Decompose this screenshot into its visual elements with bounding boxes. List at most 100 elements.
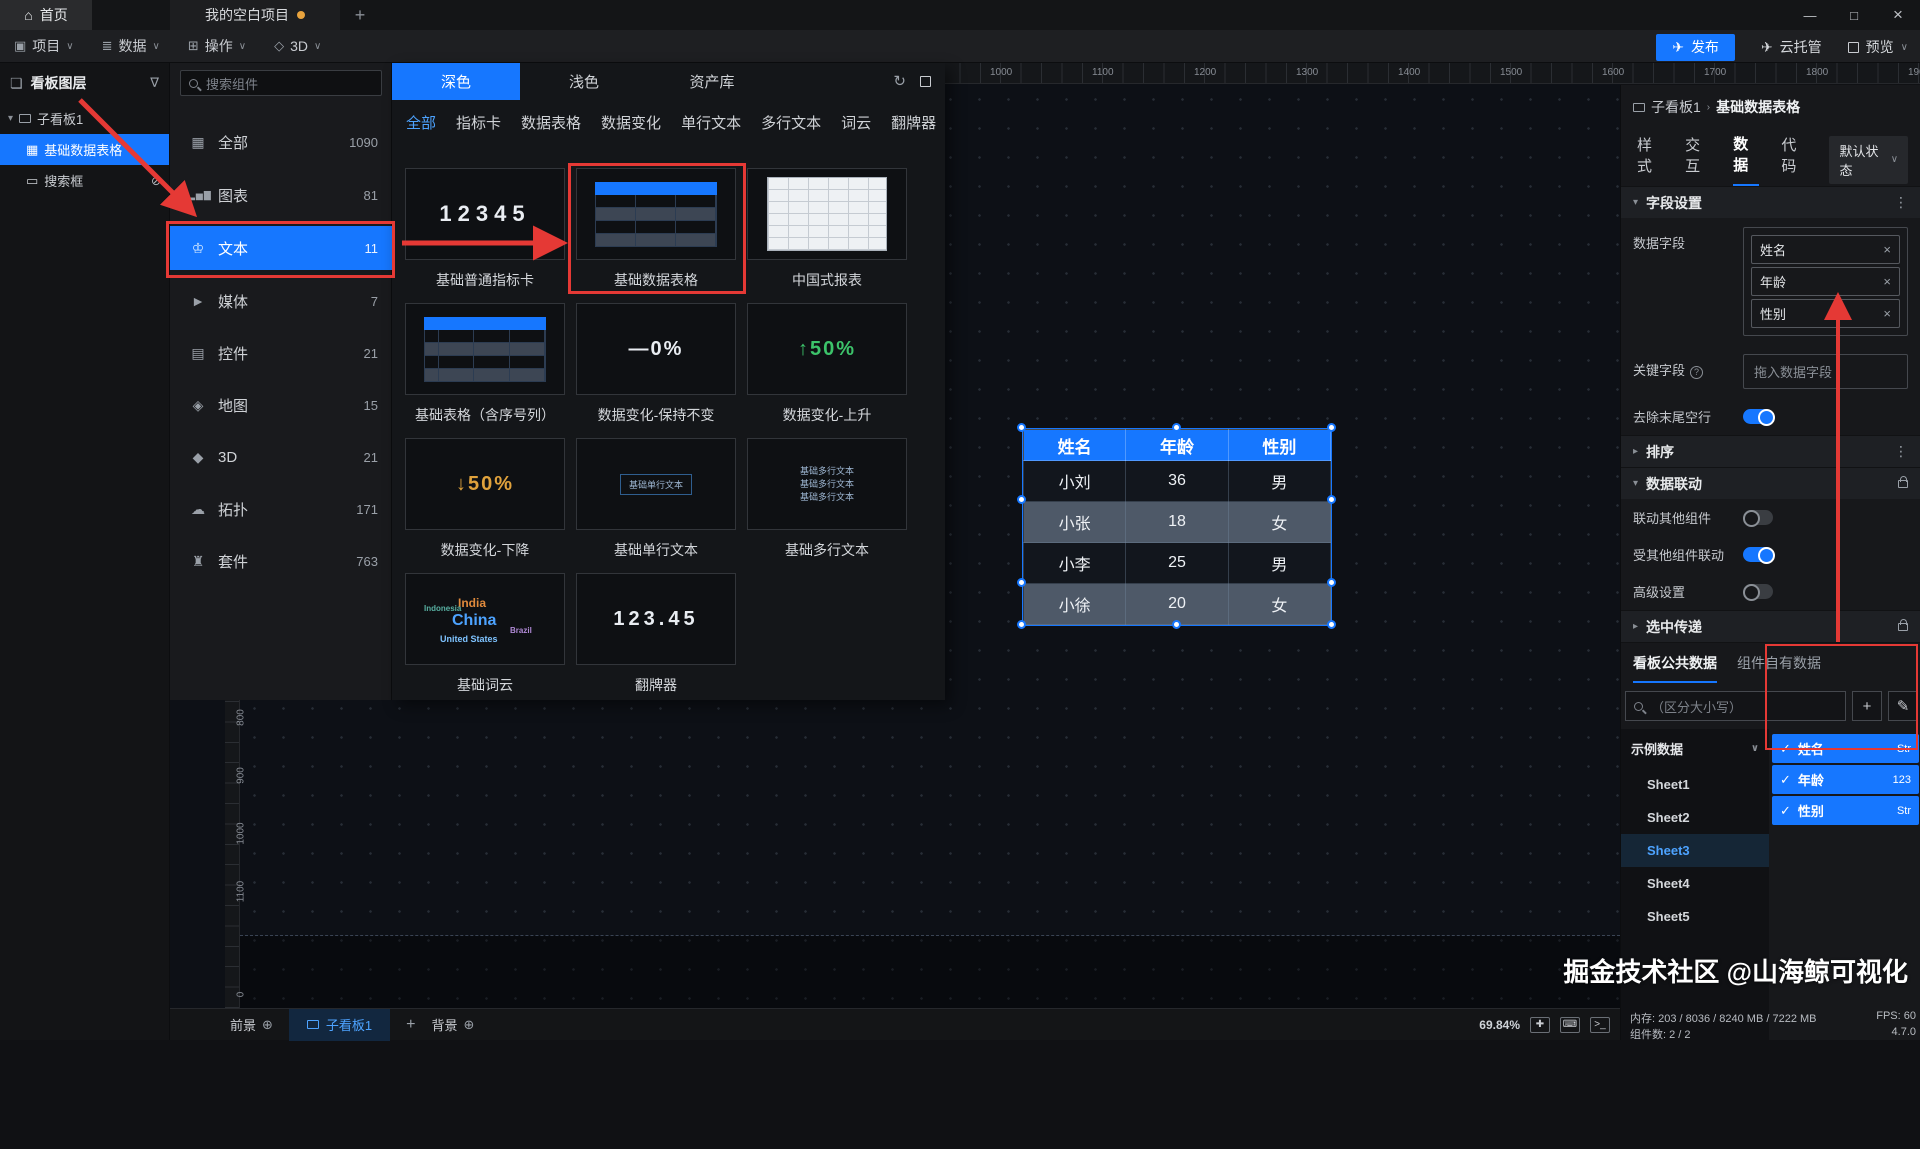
category-text[interactable]: ♔ 文本 11 bbox=[170, 226, 392, 270]
card-change-up[interactable]: ↑50% 数据变化-上升 bbox=[747, 303, 907, 425]
dataset-group[interactable]: 示例数据 ∨ bbox=[1631, 742, 1759, 757]
menu-data[interactable]: ≣ 数据 ∨ bbox=[101, 38, 160, 54]
sheet-item[interactable]: Sheet1 bbox=[1647, 777, 1690, 792]
selection-handle[interactable] bbox=[1017, 495, 1026, 504]
card-basic-data-table[interactable]: 基础数据表格 bbox=[576, 168, 736, 290]
category-controls[interactable]: ▤ 控件 21 bbox=[170, 331, 392, 375]
sheet-item[interactable]: Sheet2 bbox=[1647, 810, 1690, 825]
refresh-icon[interactable]: ↻ bbox=[893, 73, 906, 90]
basic-data-table-component[interactable]: 姓名 年龄 性别 小刘 36 男 小张 18 女 小李 25 男 小徐 20 女 bbox=[1022, 428, 1332, 626]
tab-dark-theme[interactable]: 深色 bbox=[392, 63, 520, 100]
publish-button[interactable]: ✈ 发布 bbox=[1656, 33, 1735, 61]
selection-handle[interactable] bbox=[1172, 620, 1181, 629]
card-change-flat[interactable]: —0% 数据变化-保持不变 bbox=[576, 303, 736, 425]
dataset-field[interactable]: ✓ 年龄 123 bbox=[1772, 765, 1919, 794]
add-circle-icon[interactable]: ⊕ bbox=[262, 1016, 273, 1032]
tab-component-own-data[interactable]: 组件自有数据 bbox=[1737, 655, 1821, 671]
selection-handle[interactable] bbox=[1327, 423, 1336, 432]
trim-toggle[interactable] bbox=[1743, 409, 1775, 426]
add-board-button[interactable]: + bbox=[406, 1015, 416, 1033]
lock-icon[interactable] bbox=[1898, 475, 1908, 488]
state-dropdown[interactable]: 默认状态 ∨ bbox=[1829, 135, 1909, 184]
tab-project[interactable]: 我的空白项目 bbox=[170, 0, 340, 30]
tab-board-public-data[interactable]: 看板公共数据 bbox=[1633, 653, 1717, 683]
preview-button[interactable]: 预览 ∨ bbox=[1847, 37, 1908, 57]
subtab-multi-line[interactable]: 多行文本 bbox=[761, 115, 822, 132]
section-sort[interactable]: ▸ 排序 ⋮ bbox=[1621, 435, 1920, 467]
tab-light-theme[interactable]: 浅色 bbox=[568, 74, 599, 91]
category-maps[interactable]: ◈ 地图 15 bbox=[170, 383, 392, 427]
terminal-icon[interactable]: >_ bbox=[1590, 1016, 1610, 1033]
category-all[interactable]: ▦ 全部 1090 bbox=[170, 120, 392, 164]
linked-by-others-toggle[interactable] bbox=[1743, 547, 1775, 564]
selection-handle[interactable] bbox=[1017, 578, 1026, 587]
dataset-search-input[interactable]: （区分大小写） bbox=[1625, 691, 1846, 721]
add-dataset-button[interactable]: + bbox=[1852, 691, 1882, 721]
kebab-menu-icon[interactable]: ⋮ bbox=[1894, 194, 1908, 210]
field-chip[interactable]: 性别 × bbox=[1751, 299, 1900, 328]
card-chinese-report[interactable]: 中国式报表 bbox=[747, 168, 907, 290]
component-search-input[interactable]: 搜索组件 bbox=[180, 70, 382, 96]
category-media[interactable]: ► 媒体 7 bbox=[170, 279, 392, 323]
category-topology[interactable]: ☁ 拓扑 171 bbox=[170, 487, 392, 531]
field-chip[interactable]: 姓名 × bbox=[1751, 235, 1900, 264]
selection-handle[interactable] bbox=[1017, 423, 1026, 432]
cloud-hosting-button[interactable]: ✈ 云托管 bbox=[1760, 38, 1822, 56]
tab-style[interactable]: 样式 bbox=[1637, 137, 1653, 175]
selection-handle[interactable] bbox=[1327, 620, 1336, 629]
section-field-settings[interactable]: ▾ 字段设置 ⋮ bbox=[1621, 186, 1920, 218]
expand-icon[interactable] bbox=[920, 75, 931, 87]
menu-3d[interactable]: ◇ 3D ∨ bbox=[274, 38, 322, 54]
card-change-down[interactable]: ↓50% 数据变化-下降 bbox=[405, 438, 565, 560]
subtab-data-table[interactable]: 数据表格 bbox=[521, 115, 582, 132]
layer-item-search-box[interactable]: ▭ 搜索框 ⊘ bbox=[26, 172, 161, 190]
menu-project[interactable]: ▣ 项目 ∨ bbox=[14, 38, 74, 54]
card-multi-line-text[interactable]: 基础多行文本 基础多行文本 基础多行文本 基础多行文本 bbox=[747, 438, 907, 560]
link-others-toggle[interactable] bbox=[1743, 510, 1773, 527]
add-circle-icon[interactable]: ⊕ bbox=[463, 1016, 475, 1032]
pan-icon[interactable]: ✚ bbox=[1530, 1016, 1550, 1033]
selection-handle[interactable] bbox=[1327, 495, 1336, 504]
kebab-menu-icon[interactable]: ⋮ bbox=[1894, 443, 1908, 459]
layer-item-basic-data-table[interactable]: ▦ 基础数据表格 bbox=[0, 134, 169, 165]
card-word-cloud[interactable]: China India United States Indonesia Braz… bbox=[405, 573, 565, 695]
key-field-dropzone[interactable]: 拖入数据字段 bbox=[1743, 354, 1908, 389]
subtab-flip-counter[interactable]: 翻牌器 bbox=[891, 115, 937, 132]
tree-group-subboard[interactable]: ▾ 子看板1 bbox=[8, 112, 84, 127]
subtab-word-cloud[interactable]: 词云 bbox=[841, 115, 872, 132]
sheet-item-active[interactable]: Sheet3 bbox=[1621, 834, 1769, 867]
section-data-linkage[interactable]: ▾ 数据联动 bbox=[1621, 467, 1920, 499]
subtab-data-change[interactable]: 数据变化 bbox=[601, 115, 662, 132]
tab-home[interactable]: ⌂ 首页 bbox=[0, 0, 92, 30]
keyboard-icon[interactable]: ⌨ bbox=[1560, 1016, 1580, 1033]
edit-dataset-button[interactable]: ✎ bbox=[1888, 691, 1918, 721]
card-basic-indicator[interactable]: 12345 基础普通指标卡 bbox=[405, 168, 565, 290]
remove-icon[interactable]: × bbox=[1883, 306, 1891, 321]
subtab-all[interactable]: 全部 bbox=[406, 115, 437, 132]
sheet-item[interactable]: Sheet4 bbox=[1647, 876, 1690, 891]
new-tab-button[interactable]: + bbox=[354, 4, 366, 25]
tab-asset-library[interactable]: 资产库 bbox=[689, 74, 735, 91]
field-chip[interactable]: 年龄 × bbox=[1751, 267, 1900, 296]
tab-interaction[interactable]: 交互 bbox=[1685, 137, 1701, 175]
dataset-field[interactable]: ✓ 姓名 Str bbox=[1772, 734, 1919, 763]
eye-off-icon[interactable]: ⊘ bbox=[150, 173, 161, 188]
remove-icon[interactable]: × bbox=[1883, 242, 1891, 257]
close-button[interactable]: × bbox=[1893, 5, 1903, 24]
minimize-button[interactable]: — bbox=[1803, 7, 1817, 23]
category-3d[interactable]: ◆ 3D 21 bbox=[170, 435, 392, 479]
board-tab-active[interactable]: 子看板1 bbox=[288, 1008, 391, 1041]
dataset-field[interactable]: ✓ 性别 Str bbox=[1772, 796, 1919, 825]
menu-actions[interactable]: ⊞ 操作 ∨ bbox=[187, 38, 247, 54]
subtab-indicator-card[interactable]: 指标卡 bbox=[456, 115, 502, 132]
zoom-level[interactable]: 69.84% bbox=[1479, 1017, 1520, 1032]
tab-code[interactable]: 代码 bbox=[1781, 137, 1797, 175]
tab-data[interactable]: 数据 bbox=[1733, 133, 1760, 186]
lock-icon[interactable] bbox=[1898, 618, 1908, 631]
section-selection-pass[interactable]: ▸ 选中传递 bbox=[1621, 610, 1920, 642]
subtab-single-line[interactable]: 单行文本 bbox=[681, 115, 742, 132]
selection-handle[interactable] bbox=[1172, 423, 1181, 432]
category-kits[interactable]: ♜ 套件 763 bbox=[170, 539, 392, 583]
card-table-with-index[interactable]: 基础表格（含序号列） bbox=[405, 303, 565, 425]
category-charts[interactable]: ▂▅▇ 图表 81 bbox=[188, 187, 378, 205]
